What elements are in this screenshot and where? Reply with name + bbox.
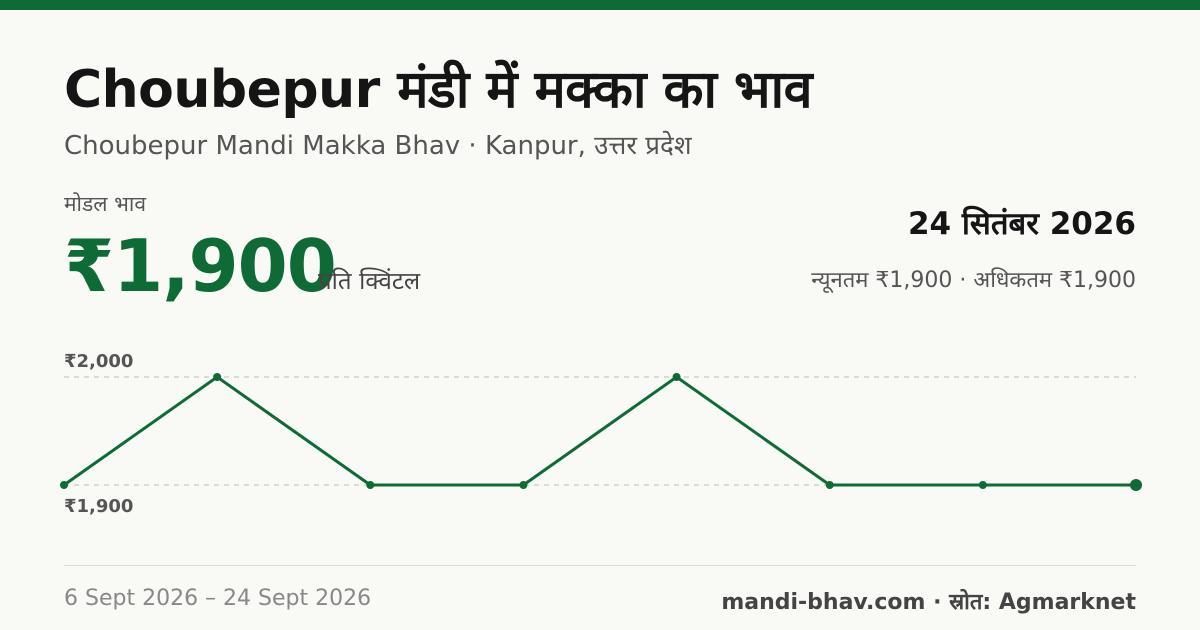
- footer-divider: [64, 565, 1136, 566]
- page-subtitle: Choubepur Mandi Makka Bhav · Kanpur, उत्…: [64, 131, 692, 161]
- y-tick-label: ₹2,000: [64, 351, 133, 372]
- data-point: [366, 481, 375, 489]
- modal-price-value: ₹1,900: [64, 224, 337, 308]
- data-point: [60, 481, 68, 489]
- data-point: [213, 373, 222, 381]
- min-max-price: न्यूनतम ₹1,900 · अधिकतम ₹1,900: [811, 268, 1136, 293]
- data-point: [672, 373, 681, 381]
- chart-y-tick-labels: ₹2,000 ₹1,900: [64, 351, 133, 517]
- chart-data-points: [60, 373, 1142, 491]
- top-accent-bar: [0, 0, 1200, 10]
- data-point: [978, 481, 987, 489]
- price-unit: प्रति क्विंटल: [318, 267, 421, 295]
- price-date: 24 सितंबर 2026: [907, 206, 1136, 242]
- latest-data-point: [1130, 479, 1142, 491]
- data-point: [519, 481, 528, 489]
- page-title: Choubepur मंडी में मक्का का भाव: [64, 60, 812, 120]
- date-range: 6 Sept 2026 – 24 Sept 2026: [64, 586, 372, 611]
- price-series-line: [63, 375, 1136, 487]
- y-tick-label: ₹1,900: [64, 496, 133, 517]
- data-point: [825, 481, 834, 489]
- source-credit: mandi-bhav.com · स्रोत: Agmarknet: [721, 590, 1136, 615]
- modal-price-label: मोडल भाव: [64, 192, 147, 216]
